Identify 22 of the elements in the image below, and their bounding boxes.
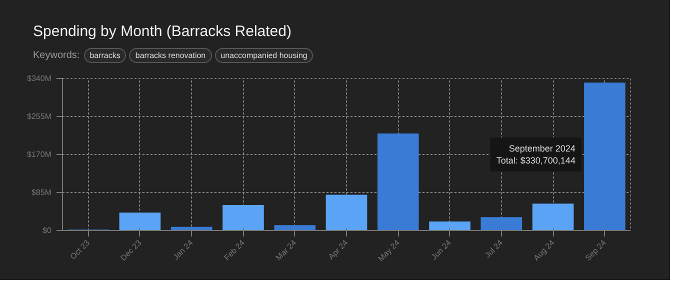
x-tick-label: Apr 24 [326, 238, 350, 262]
x-tick-label: May 24 [376, 238, 402, 264]
x-tick-label: Sep 24 [584, 238, 608, 263]
y-tick-label: $170M [27, 150, 52, 159]
text: Keywords: [33, 50, 80, 61]
x-tick-label: Oct 23 [68, 238, 92, 262]
text: unaccompanied housing [214, 48, 314, 63]
y-tick-label: $255M [27, 112, 52, 121]
chart-title: Spending by Month (Barracks Related) [33, 23, 292, 40]
y-tick-label: $0 [42, 226, 52, 235]
y-tick-label: $85M [31, 188, 52, 197]
y-tick-label: $340M [27, 74, 52, 83]
x-tick-label: Mar 24 [274, 238, 298, 262]
text: barracks renovation [129, 48, 212, 63]
x-tick-label: Jun 24 [430, 238, 454, 262]
x-tick-label: Jul 24 [483, 238, 505, 260]
annotation: September 2024 Total: $330,700,144 [496, 144, 576, 166]
x-tick-label: Dec 23 [118, 238, 144, 263]
text: barracks [84, 48, 126, 63]
x-tick-label: Feb 24 [222, 238, 247, 262]
x-tick-label: Jan 24 [171, 238, 196, 262]
x-tick-label: Aug 24 [532, 238, 557, 263]
